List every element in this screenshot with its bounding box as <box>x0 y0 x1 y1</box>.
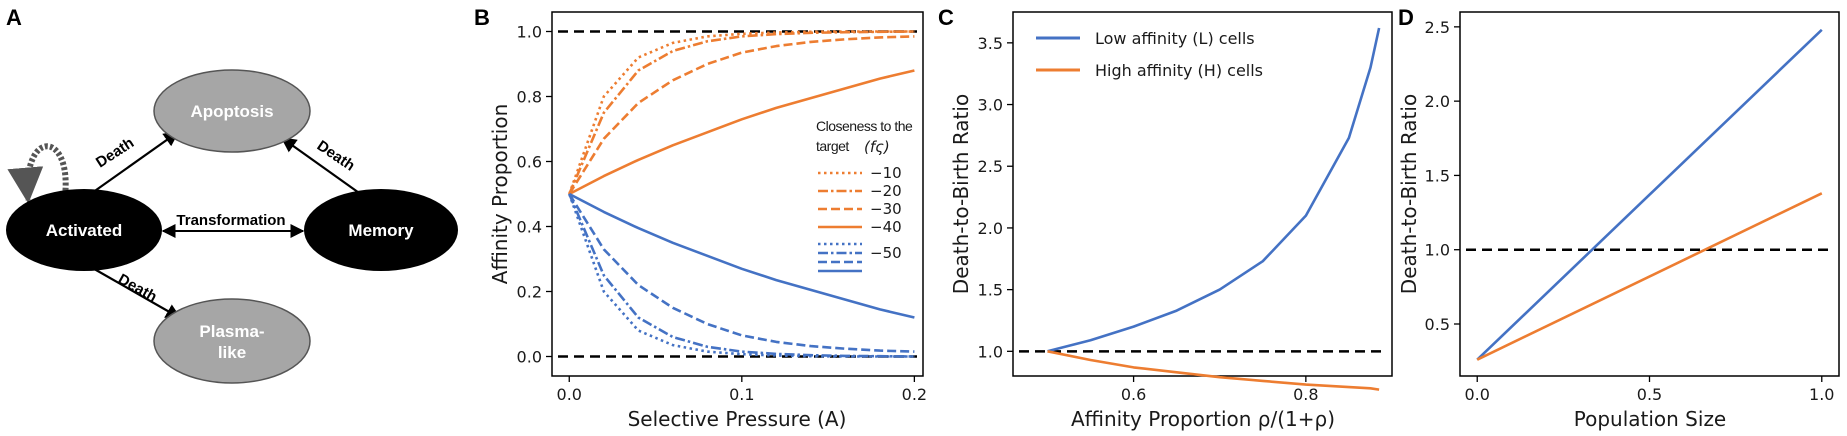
c-ytick-label-4: 3.0 <box>978 96 1003 115</box>
legend-b-label-20: −20 <box>870 182 902 200</box>
node-label-memory: Memory <box>348 221 414 240</box>
node-plasma-like <box>153 298 311 384</box>
legend-b-title-symbol: (fς) <box>864 138 890 156</box>
self-loop-arrow <box>7 143 69 204</box>
node-activated <box>6 189 162 271</box>
b-xtick-label-1: 0.1 <box>729 385 754 404</box>
plot-area-b <box>551 11 924 377</box>
edge-death-left <box>81 131 180 201</box>
axes-d: 0.0 0.5 1.0 0.5 1.0 1.5 2.0 2.5 <box>1425 18 1835 404</box>
edge-label-death-bottom: Death <box>115 271 160 306</box>
b-ytick-label-5: 1.0 <box>517 23 542 42</box>
series-b <box>558 30 917 358</box>
node-label-activated: Activated <box>46 221 123 240</box>
d-xtick-label-0: 0.0 <box>1465 385 1490 404</box>
ylabel-b: Affinity Proportion <box>488 104 512 284</box>
d-ytick-label-3: 2.0 <box>1425 92 1450 111</box>
c-xtick-label-0: 0.6 <box>1121 385 1146 404</box>
c-ytick-label-1: 1.5 <box>978 281 1003 300</box>
b-series-4 <box>568 193 915 358</box>
ylabel-c: Death-to-Birth Ratio <box>949 94 973 294</box>
c-series-1 <box>1047 350 1380 391</box>
plot-area-c <box>1012 11 1393 377</box>
d-ytick-label-0: 0.5 <box>1425 315 1450 334</box>
b-ytick-label-0: 0.0 <box>517 348 542 367</box>
legend-c: Low affinity (L) cells High affinity (H)… <box>1036 29 1263 80</box>
b-xtick-label-2: 0.2 <box>902 385 927 404</box>
edge-death-bottom <box>81 261 182 319</box>
ylabel-d: Death-to-Birth Ratio <box>1397 94 1421 294</box>
b-series-3 <box>568 69 915 196</box>
legend-b: Closeness to the target (fς) −10 −20 −30… <box>816 118 913 273</box>
legend-b-title-line1: Closeness to the <box>816 118 913 134</box>
legend-c-label-high: High affinity (H) cells <box>1095 61 1263 80</box>
node-label-apoptosis: Apoptosis <box>190 102 273 121</box>
node-apoptosis <box>153 69 311 153</box>
d-ytick-label-2: 1.5 <box>1425 166 1450 185</box>
legend-c-label-low: Low affinity (L) cells <box>1095 29 1255 48</box>
d-xtick-label-2: 1.0 <box>1809 385 1834 404</box>
b-xtick-label-0: 0.0 <box>557 385 582 404</box>
axes-b: 0.0 0.1 0.2 0.0 0.2 0.4 0.6 0.8 1.0 <box>517 23 928 405</box>
b-ytick-label-2: 0.4 <box>517 218 542 237</box>
node-memory <box>304 189 458 271</box>
d-ytick-label-4: 2.5 <box>1425 18 1450 37</box>
c-series-0 <box>1047 27 1381 353</box>
legend-b-title-line2: target <box>816 138 849 154</box>
panel-label-a: A <box>6 5 22 30</box>
b-series-6 <box>568 193 915 353</box>
c-ytick-label-2: 2.0 <box>978 219 1003 238</box>
panel-label-d: D <box>1398 5 1414 30</box>
b-series-0 <box>568 30 915 195</box>
edge-label-death-right: Death <box>314 137 358 174</box>
xlabel-c: Affinity Proportion ρ/(1+ρ) <box>1071 407 1335 431</box>
d-series-0 <box>1476 28 1823 361</box>
b-series-5 <box>568 193 915 358</box>
xlabel-d: Population Size <box>1574 407 1727 431</box>
legend-b-label-50: −50 <box>870 244 902 262</box>
node-label-plasma-line1: Plasma- <box>199 322 264 341</box>
b-ytick-label-4: 0.8 <box>517 88 542 107</box>
series-c <box>1019 27 1386 391</box>
panel-a: A Death Death Transformation Death Apopt… <box>6 5 458 384</box>
axes-c: 0.6 0.8 1.0 1.5 2.0 2.5 3.0 3.5 <box>978 34 1319 404</box>
c-ytick-label-5: 3.5 <box>978 34 1003 53</box>
b-series-7 <box>568 192 915 319</box>
panel-label-c: C <box>938 5 954 30</box>
node-label-plasma-line2: like <box>218 343 246 362</box>
panel-d: D 0.0 0.5 1.0 0.5 1.0 1.5 2.0 2.5 Population Si… <box>1397 5 1840 431</box>
xlabel-b: Selective Pressure (A) <box>628 407 847 431</box>
c-ytick-label-0: 1.0 <box>978 342 1003 361</box>
panel-c: C 0.6 0.8 1.0 1.5 2.0 2.5 3.0 3.5 Affinity Prop… <box>938 5 1393 431</box>
b-series-2 <box>568 35 915 195</box>
d-ytick-label-1: 1.0 <box>1425 241 1450 260</box>
b-ytick-label-3: 0.6 <box>517 153 542 172</box>
c-xtick-label-1: 0.8 <box>1293 385 1318 404</box>
edge-label-transformation: Transformation <box>176 212 285 229</box>
c-ytick-label-3: 2.5 <box>978 157 1003 176</box>
d-series-1 <box>1476 192 1823 361</box>
panel-label-b: B <box>474 5 490 30</box>
series-d <box>1466 28 1833 361</box>
b-ytick-label-1: 0.2 <box>517 283 542 302</box>
d-xtick-label-1: 0.5 <box>1637 385 1662 404</box>
b-series-1 <box>568 30 915 195</box>
edge-death-right <box>280 137 363 196</box>
panel-b: B 0.0 0.1 0.2 0.0 0.2 0.4 0.6 0.8 1.0 Selective … <box>474 5 927 431</box>
legend-b-label-40: −40 <box>870 218 902 236</box>
legend-b-label-30: −30 <box>870 200 902 218</box>
legend-b-label-10: −10 <box>870 164 902 182</box>
